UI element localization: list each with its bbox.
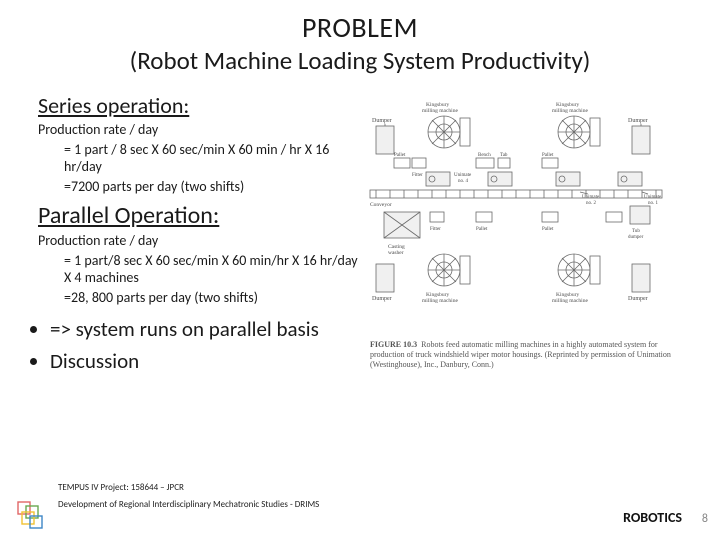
parallel-line1: Production rate / day bbox=[38, 232, 358, 250]
unimate-1: Unimateno. 1 bbox=[618, 172, 662, 206]
parallel-heading: Parallel Operation: bbox=[38, 201, 358, 230]
parallel-line2: = 1 part/8 sec X 60 sec/min X 60 min/hr … bbox=[38, 252, 358, 287]
svg-text:no. 1: no. 1 bbox=[648, 201, 659, 206]
kingsbury-top-2: Kingsburymilling machine bbox=[552, 102, 600, 148]
casting-washer: Castingwasher bbox=[384, 212, 420, 256]
svg-text:Bench: Bench bbox=[478, 153, 491, 158]
svg-text:Pallet: Pallet bbox=[542, 227, 554, 232]
slide: PROBLEM (Robot Machine Loading System Pr… bbox=[0, 0, 720, 540]
svg-text:no. 2: no. 2 bbox=[586, 201, 597, 206]
conclusion-bullets: => system runs on parallel basis Discuss… bbox=[50, 316, 358, 375]
text-column: Series operation: Production rate / day … bbox=[38, 86, 358, 381]
kingsbury-bottom-2: Kingsburymilling machine bbox=[552, 254, 600, 304]
bullet-text: => system runs on parallel basis bbox=[50, 316, 319, 342]
series-line2: = 1 part / 8 sec X 60 sec/min X 60 min /… bbox=[38, 141, 358, 176]
svg-text:milling machine: milling machine bbox=[552, 298, 588, 304]
svg-text:Conveyor: Conveyor bbox=[370, 202, 392, 208]
svg-text:milling machine: milling machine bbox=[552, 108, 588, 114]
dumper-top-left: Dumper bbox=[372, 118, 394, 154]
svg-text:Dumper: Dumper bbox=[372, 296, 392, 302]
svg-text:Dumper: Dumper bbox=[628, 118, 648, 124]
svg-text:washer: washer bbox=[388, 250, 404, 256]
unimate-2: Unimateno. 2 bbox=[556, 172, 600, 206]
svg-text:Tub: Tub bbox=[632, 229, 640, 234]
svg-text:Unimate: Unimate bbox=[582, 195, 600, 200]
kingsbury-top-1: Kingsbury milling machine bbox=[422, 102, 470, 148]
title-subtitle: (Robot Machine Loading System Productivi… bbox=[38, 45, 682, 76]
bullet-text: Discussion bbox=[50, 348, 139, 374]
series-line3: =7200 parts per day (two shifts) bbox=[38, 178, 358, 196]
unimate-3 bbox=[488, 172, 512, 186]
title-block: PROBLEM (Robot Machine Loading System Pr… bbox=[38, 10, 682, 76]
svg-text:Dumper: Dumper bbox=[628, 296, 648, 302]
figure-caption: FIGURE 10.3 Robots feed automatic millin… bbox=[366, 340, 682, 370]
svg-text:Fitter: Fitter bbox=[430, 227, 441, 232]
svg-text:Fitter: Fitter bbox=[412, 173, 423, 178]
pallet-box bbox=[394, 158, 410, 168]
series-line1: Production rate / day bbox=[38, 121, 358, 139]
series-heading: Series operation: bbox=[38, 92, 358, 119]
title-main: PROBLEM bbox=[38, 10, 682, 45]
dumper-bottom-right: Dumper bbox=[628, 264, 650, 302]
svg-text:milling machine: milling machine bbox=[422, 298, 458, 304]
footer-subtitle: Development of Regional Interdisciplinar… bbox=[58, 499, 682, 510]
dumper-top-right: Dumper bbox=[628, 118, 650, 154]
kingsbury-bottom-1: Kingsburymilling machine bbox=[422, 254, 470, 304]
svg-text:Tab: Tab bbox=[500, 153, 508, 158]
svg-text:Dumper: Dumper bbox=[372, 118, 392, 124]
footer-course: ROBOTICS bbox=[623, 509, 682, 526]
label: milling machine bbox=[422, 108, 458, 114]
svg-text:Pallet: Pallet bbox=[394, 153, 406, 158]
conveyor: Conveyor bbox=[370, 190, 662, 208]
unimate-4: Unimateno. 4 bbox=[426, 172, 472, 186]
svg-text:Unimate: Unimate bbox=[644, 195, 662, 200]
page-number: 8 bbox=[702, 512, 708, 526]
bullet-item: Discussion bbox=[50, 348, 358, 374]
svg-text:Pallet: Pallet bbox=[542, 153, 554, 158]
svg-text:dumper: dumper bbox=[628, 235, 644, 240]
caption-prefix: FIGURE 10.3 bbox=[370, 340, 417, 349]
content-row: Series operation: Production rate / day … bbox=[38, 86, 682, 381]
diagram-column: Dumper Kingsbury milling machine Kingsbu… bbox=[366, 86, 682, 381]
dumper-bottom-left: Dumper bbox=[372, 264, 394, 302]
footer-project: TEMPUS IV Project: 158644 – JPCR bbox=[58, 482, 682, 493]
svg-text:Pallet: Pallet bbox=[476, 227, 488, 232]
machine-layout-diagram: Dumper Kingsbury milling machine Kingsbu… bbox=[366, 86, 666, 336]
svg-text:Unimate: Unimate bbox=[454, 173, 472, 178]
parallel-line3: =28, 800 parts per day (two shifts) bbox=[38, 289, 358, 307]
footer: TEMPUS IV Project: 158644 – JPCR Develop… bbox=[0, 482, 720, 526]
bullet-item: => system runs on parallel basis bbox=[50, 316, 358, 342]
svg-text:no. 4: no. 4 bbox=[458, 179, 469, 184]
